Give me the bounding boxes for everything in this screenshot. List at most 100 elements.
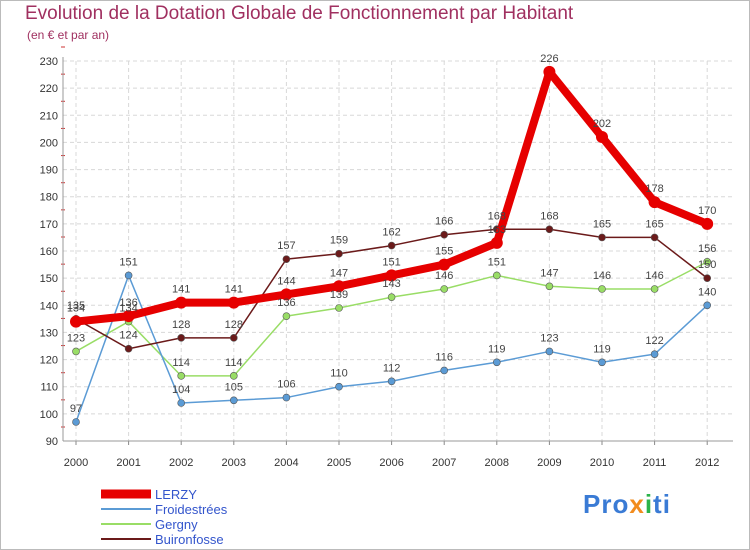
y-tick-label: 190 <box>40 165 58 177</box>
data-label-1: 104 <box>172 384 190 396</box>
axes-layer: 90 100 110 120 130 140 150 160 170 180 190 200 210 22… <box>40 46 733 469</box>
x-tick-label: 2009 <box>537 457 561 469</box>
data-label-0: 178 <box>645 183 663 195</box>
data-label-1: 119 <box>488 343 506 355</box>
data-label-3: 162 <box>382 227 400 239</box>
y-tick-label: 120 <box>40 355 58 367</box>
data-label-2: 123 <box>67 332 85 344</box>
data-label-3: 165 <box>645 218 663 230</box>
data-point-3 <box>440 230 449 239</box>
data-point-2 <box>440 285 449 293</box>
data-point-1 <box>598 358 606 367</box>
data-point-0 <box>648 196 661 209</box>
data-label-2: 143 <box>382 278 400 290</box>
data-label-2: 147 <box>540 267 558 279</box>
y-tick-label: 180 <box>40 192 58 204</box>
data-label-3: 124 <box>119 330 137 342</box>
data-label-3: 168 <box>488 210 506 222</box>
data-label-1: 119 <box>593 343 611 355</box>
data-point-2 <box>282 312 291 320</box>
data-label-0: 202 <box>593 118 611 130</box>
data-point-1 <box>545 347 554 356</box>
data-label-1: 112 <box>383 362 401 374</box>
y-tick-label: 210 <box>40 110 58 122</box>
data-point-1 <box>492 358 501 367</box>
data-point-0 <box>175 296 188 309</box>
data-point-0 <box>227 296 240 309</box>
data-point-3 <box>703 274 712 282</box>
data-label-0: 155 <box>435 246 453 258</box>
y-tick-label: 160 <box>40 246 58 258</box>
legend-label: Gergny <box>155 517 198 532</box>
data-point-0 <box>701 217 714 230</box>
y-tick-label: 140 <box>40 300 58 312</box>
data-label-0: 144 <box>277 275 295 287</box>
data-point-2 <box>545 282 554 291</box>
x-tick-label: 2008 <box>485 457 509 469</box>
data-point-0 <box>70 315 82 328</box>
data-label-0: 226 <box>540 53 558 65</box>
data-point-2 <box>598 285 606 293</box>
data-labels-layer: 123 134 114 114 136 139 143 146 151 147 146 146 156 9… <box>67 53 717 415</box>
data-point-1 <box>440 366 449 375</box>
data-label-2: 151 <box>488 256 506 268</box>
y-tick-label: 220 <box>40 83 58 95</box>
data-label-2: 134 <box>119 303 137 315</box>
y-tick-label: 110 <box>40 382 58 394</box>
data-label-3: 150 <box>698 259 716 271</box>
x-tick-label: 2004 <box>274 457 298 469</box>
data-point-1 <box>72 418 80 426</box>
data-label-3: 159 <box>330 235 348 247</box>
x-tick-label: 2007 <box>432 457 456 469</box>
data-label-3: 135 <box>67 300 85 312</box>
data-label-1: 122 <box>645 335 663 347</box>
data-point-3 <box>650 233 659 242</box>
legend-label: Froidestrées <box>155 502 228 517</box>
data-label-3: 168 <box>540 210 558 222</box>
data-point-2 <box>387 293 396 301</box>
data-point-3 <box>124 344 133 353</box>
data-point-0 <box>333 280 345 293</box>
legend-label: LERZY <box>155 487 197 502</box>
series-layer <box>70 65 714 426</box>
data-point-3 <box>598 233 606 242</box>
data-point-3 <box>230 334 238 342</box>
data-label-0: 134 <box>67 303 85 315</box>
x-tick-label: 2006 <box>379 457 403 469</box>
x-tick-label: 2000 <box>64 457 88 469</box>
data-label-1: 97 <box>70 403 82 415</box>
data-label-0: 141 <box>225 284 243 296</box>
data-point-3 <box>387 241 396 250</box>
data-label-2: 114 <box>225 357 243 369</box>
chart-title: Evolution de la Dotation Globale de Fonc… <box>25 3 574 24</box>
data-label-1: 105 <box>225 381 243 393</box>
data-point-1 <box>650 350 659 358</box>
data-point-1 <box>282 393 291 402</box>
y-tick-label: 200 <box>40 137 58 149</box>
data-label-0: 147 <box>330 267 348 279</box>
data-label-1: 151 <box>119 256 137 268</box>
data-point-3 <box>545 225 554 234</box>
data-label-0: 136 <box>119 297 137 309</box>
data-point-1 <box>177 399 185 407</box>
data-point-1 <box>230 396 238 405</box>
y-tick-label: 100 <box>40 409 58 421</box>
y-tick-label: 230 <box>40 56 58 68</box>
y-tick-label: 90 <box>46 436 58 448</box>
data-label-0: 141 <box>172 284 190 296</box>
y-tick-label: 150 <box>40 273 58 285</box>
x-tick-label: 2002 <box>169 457 193 469</box>
y-tick-label: 130 <box>40 327 58 339</box>
data-label-1: 123 <box>540 332 558 344</box>
data-label-3: 165 <box>593 218 611 230</box>
data-label-2: 114 <box>172 357 190 369</box>
data-point-0 <box>596 131 608 143</box>
data-point-2 <box>492 271 501 280</box>
data-point-3 <box>335 249 343 258</box>
data-point-0 <box>543 65 556 78</box>
data-point-1 <box>335 382 343 391</box>
data-point-1 <box>703 301 712 310</box>
